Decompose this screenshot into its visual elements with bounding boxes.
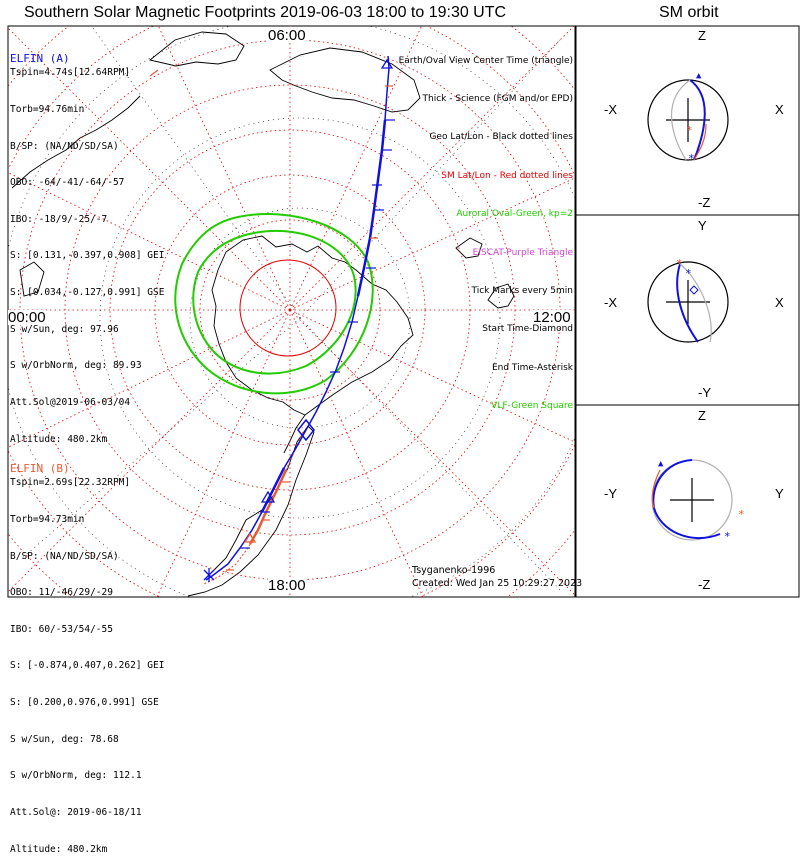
map-label-top: 06:00 [268,27,306,44]
elfin-a-line: S: [0.034,-0.127,0.991] GSE [10,287,165,299]
elfin-b-line: S: [-0.874,0.407,0.262] GEI [10,660,165,672]
sm1-top: Z [698,28,706,43]
svg-text:*: * [685,267,692,280]
sm3-left: -Y [604,486,617,501]
elfin-a-line: Altitude: 480.2km [10,433,108,445]
elfin-b-details: Tspin=2.69s[22.32RPM] Torb=94.73min B/SP… [10,453,164,868]
svg-text:*: * [724,530,731,543]
sm2-left: -X [604,295,617,310]
map-label-right: 12:00 [533,309,571,326]
sm-panel-3: * * ▲ [651,459,745,543]
sm1-left: -X [604,102,617,117]
map-title: Southern Solar Magnetic Footprints 2019-… [24,4,507,21]
legend-item: SM Lat/Lon - Red dotted lines [441,170,573,181]
elfin-a-line: Torb=94.76min [10,104,85,116]
map-label-left: 00:00 [8,309,46,326]
elfin-b-track [203,431,304,585]
sm-orbit-title: SM orbit [659,4,719,21]
svg-text:▲: ▲ [658,459,664,469]
elfin-a-details: Tspin=4.74s[12.64RPM] Torb=94.76min B/SP… [10,43,164,458]
sm-panel-2: * * [647,257,729,343]
elfin-a-info: ELFIN (A) [10,29,70,78]
map-label-bottom: 18:00 [268,577,306,594]
legend-item: Earth/Oval View Center Time (triangle) [398,55,573,66]
sm3-bottom: -Z [698,577,711,592]
legend-item: Tick Marks every 5min [471,285,573,296]
svg-text:*: * [676,257,683,270]
sm2-bottom: -Y [698,385,711,400]
sm1-bottom: -Z [698,195,711,210]
elfin-b-line: Att.Sol@: 2019-06-18/11 [10,806,142,818]
sm2-right: X [775,295,784,310]
center-time-triangle [260,490,276,503]
sm2-top: Y [698,218,707,233]
legend-item: End Time-Asterisk [491,362,573,373]
elfin-a-line: S w/Sun, deg: 97.96 [10,323,119,335]
legend-item: Auroral Oval-Green, kp=2 [456,209,573,220]
sm-panel-1: * * ▲ [647,71,729,165]
elfin-b-line: S w/OrbNorm, deg: 112.1 [10,770,142,782]
legend-item: Thick - Science (FGM and/or EPD) [422,93,573,104]
africa-coastline [11,95,141,189]
legend-item: Start Time-Diamond [482,324,573,335]
elfin-a-line: OBO: -64/-41/-64/-57 [10,177,125,189]
sm1-right: X [775,102,784,117]
elfin-a-line: IBO: -18/9/-25/-7 [10,213,108,225]
elfin-a-name: ELFIN (A) [10,52,70,66]
elfin-a-line: B/SP: (NA/ND/SD/SA) [10,140,119,152]
model-label: Tsyganenko-1996 [412,565,496,576]
legend: Earth/Oval View Center Time (triangle) T… [399,29,573,426]
elfin-b-line: IBO: 60/-53/54/-55 [10,623,113,635]
antarctica-coastline [211,235,414,416]
elfin-a-track [205,55,390,581]
elfin-b-line: S: [0.200,0.976,0.991] GSE [10,697,159,709]
elfin-b-line: B/SP: (NA/ND/SD/SA) [10,550,119,562]
south-america-coastline [187,425,315,597]
elfin-b-line: Torb=94.73min [10,514,85,526]
svg-text:*: * [738,508,745,521]
elfin-b-line: Altitude: 480.2km [10,843,108,855]
elfin-b-line: OBO: 11/-46/29/-29 [10,587,113,599]
svg-text:*: * [686,124,693,137]
legend-item: EISCAT-Purple Triangle [472,247,573,258]
new-zealand-coastline [487,283,515,309]
auroral-oval [174,213,374,395]
sm3-right: Y [775,486,784,501]
elfin-a-line: Att.Sol@2019-06-03/04 [10,396,131,408]
legend-item: Geo Lat/Lon - Black dotted lines [429,132,573,143]
geo-grid [8,26,575,597]
elfin-b-line: Tspin=2.69s[22.32RPM] [10,477,131,489]
svg-text:▲: ▲ [696,71,702,81]
legend-item: VLF-Green Square [491,401,573,412]
sm3-top: Z [698,408,706,423]
end-asterisk [203,568,215,582]
australia-coastline [269,47,421,113]
elfin-b-name: ELFIN (B) [10,462,70,476]
created-label: Created: Wed Jan 25 10:29:27 2023 [412,578,583,589]
svg-text:*: * [688,152,695,165]
elfin-b-line: S w/Sun, deg: 78.68 [10,733,119,745]
elfin-b-info: ELFIN (B) [10,439,70,488]
elfin-a-line: Tspin=4.74s[12.64RPM] [10,67,131,79]
elfin-a-line: S w/OrbNorm, deg: 89.93 [10,360,142,372]
elfin-a-line: S: [0.131,-0.397,0.908] GEI [10,250,165,262]
start-diamond [297,418,315,442]
sm-pole-circle [239,259,337,357]
